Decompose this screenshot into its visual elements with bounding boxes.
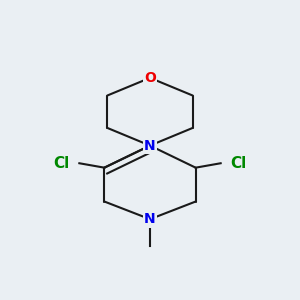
Text: N: N — [144, 212, 156, 226]
Text: N: N — [144, 139, 156, 153]
Text: Cl: Cl — [53, 156, 70, 171]
Text: Cl: Cl — [230, 156, 247, 171]
Text: O: O — [144, 71, 156, 85]
